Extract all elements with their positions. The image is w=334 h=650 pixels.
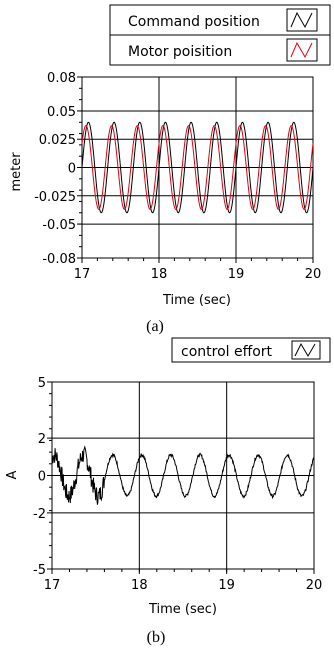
y-tick-label-a: -0.08 [42,252,76,267]
y-tick-label-b: -5 [33,563,46,578]
x-tick-label-b: 19 [218,578,235,593]
legend-a-swatch-motor [286,38,318,62]
legend-a-label-motor: Motor poisition [128,44,232,60]
y-tick-label-b: 5 [38,376,46,391]
legend-a: Command position Motor poisition [109,4,331,66]
series-line-b-0 [51,445,315,505]
y-axis-label-b: A [5,470,20,479]
y-tick-label-b: 0 [38,470,46,485]
legend-a-label-command: Command position [128,14,260,30]
y-tick-label-a: -0.05 [42,218,76,233]
series-line-a-0 [81,121,314,214]
x-ticks-a: 17 18 19 20 [74,258,322,282]
legend-b-swatch-control [291,340,321,360]
y-tick-label-a: -0.025 [34,190,76,205]
x-tick-label-b: 17 [44,578,61,593]
x-ticks-b: 17 18 19 20 [44,569,323,593]
y-tick-label-a: 0.08 [47,71,76,86]
legend-a-swatch-motor-icon [290,41,313,59]
x-tick-label-a: 18 [151,267,168,282]
y-tick-label-a: 0 [68,162,76,177]
x-tick-label-a: 20 [305,267,322,282]
legend-b: control effort [171,337,331,363]
legend-b-swatch-control-icon [294,342,316,357]
series-line-a-1 [81,125,314,210]
series-b [51,445,315,505]
panel-caption-b: (b) [147,629,166,646]
y-tick-label-a: 0.05 [47,105,76,120]
legend-a-swatch-command [286,8,318,32]
x-axis-label-b: Time (sec) [148,602,217,617]
legend-a-swatch-command-icon [290,11,313,29]
x-tick-label-b: 20 [306,578,323,593]
chart-b: control effort 520-2-5 17 18 19 20 A Time (… [5,337,331,646]
x-tick-label-a: 17 [74,267,91,282]
x-axis-label-a: Time (sec) [162,293,231,308]
grid-b [51,381,315,570]
x-tick-label-a: 19 [228,267,245,282]
legend-b-label-control: control effort [181,344,273,360]
y-tick-label-b: -2 [33,507,46,522]
y-ticks-b: 5 2 0 -2 -5 [33,376,52,578]
y-axis-label-a: meter [9,152,24,192]
y-tick-label-b: 2 [38,432,46,447]
series-a [81,121,314,214]
y-tick-label-a: 0.025 [39,133,76,148]
x-tick-label-b: 18 [131,578,148,593]
panel-caption-a: (a) [146,318,164,335]
y-ticks-a: 0.08 0.05 0.025 0 -0.025 -0.05 -0.08 [34,71,82,267]
chart-a: Command position Motor poisition 0.080.0… [9,4,331,335]
